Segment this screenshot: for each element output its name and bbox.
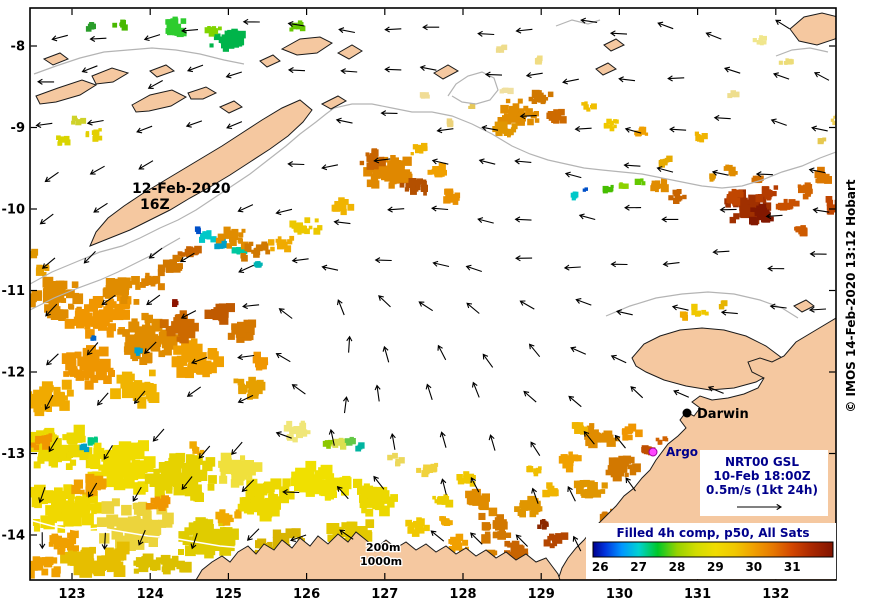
y-tick-label: -11: [2, 284, 26, 299]
date-annotation-line1: 12-Feb-2020: [132, 181, 231, 197]
y-tick-label: -8: [11, 40, 25, 55]
vector-legend-line2: 10-Feb 18:00Z: [713, 469, 810, 483]
x-tick-label: 128: [449, 587, 476, 602]
x-tick-label: 124: [137, 587, 164, 602]
y-tick-label: -13: [2, 447, 26, 462]
darwin-marker: [682, 408, 692, 418]
y-tick-label: -9: [11, 121, 25, 136]
colorbar-tick-label: 26: [592, 560, 609, 574]
y-tick-label: -12: [2, 366, 26, 381]
vector-legend-line3: 0.5m/s (1kt 24h): [706, 483, 818, 497]
x-tick-label: 123: [58, 587, 85, 602]
x-tick-label: 125: [215, 587, 242, 602]
depth-label-200m: 200m: [366, 541, 400, 554]
colorbar-tick-label: 27: [630, 560, 647, 574]
x-tick-label: 129: [528, 587, 555, 602]
argo-marker: [648, 447, 658, 457]
colorbar-tick-label: 28: [669, 560, 686, 574]
sst-patches-layer: [30, 16, 836, 579]
colorbar-tick-label: 31: [784, 560, 801, 574]
current-vectors-layer: [35, 17, 830, 552]
copyright-vertical-label: © IMOS 14-Feb-2020 13:12 Hobart: [844, 179, 858, 413]
darwin-label: Darwin: [697, 407, 749, 422]
colorbar-tick-label: 29: [707, 560, 724, 574]
vector-scale-arrow: [737, 503, 783, 511]
y-tick-label: -10: [2, 203, 26, 218]
y-tick-label: -14: [2, 529, 26, 544]
x-tick-label: 131: [684, 587, 711, 602]
date-annotation-line2: 16Z: [140, 197, 170, 213]
vector-legend-line1: NRT00 GSL: [725, 455, 799, 469]
depth-label-1000m: 1000m: [360, 555, 402, 568]
colorbar: [592, 541, 834, 558]
colorbar-tick-labels: 26 27 28 29 30 31: [592, 560, 801, 574]
x-tick-label: 126: [293, 587, 320, 602]
colorbar-tick-label: 30: [745, 560, 762, 574]
plot-frame: [29, 7, 837, 581]
vector-legend-background: [700, 450, 828, 516]
annotations-layer: 12-Feb-2020 16Z Darwin Argo NRT00 GSL 10…: [132, 179, 858, 579]
argo-label: Argo: [666, 445, 698, 459]
x-tick-label: 127: [371, 587, 398, 602]
axis-layer: 123 124 125 126 127 128 129 130 131 132 -8 -9 -10 -11…: [2, 8, 836, 602]
x-tick-label: 130: [606, 587, 633, 602]
colorbar-title: Filled 4h comp, p50, All Sats: [616, 526, 809, 540]
x-tick-label: 132: [762, 587, 789, 602]
